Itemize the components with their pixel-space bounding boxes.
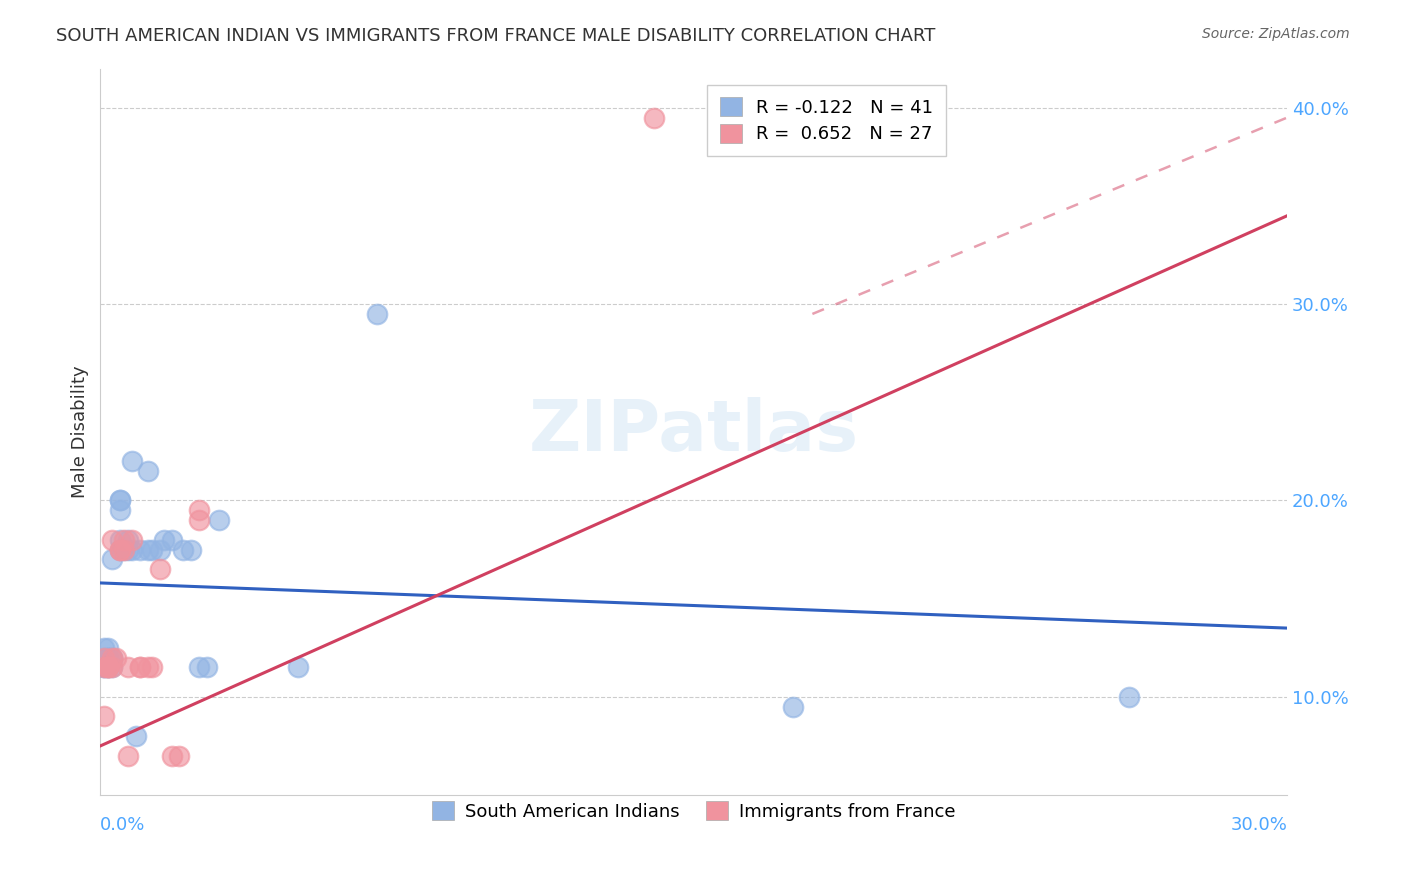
Point <box>93 660 115 674</box>
Text: 30.0%: 30.0% <box>1230 816 1286 834</box>
Point <box>782 699 804 714</box>
Point <box>93 650 115 665</box>
Point <box>112 542 135 557</box>
Point <box>97 650 120 665</box>
Point <box>97 660 120 674</box>
Point <box>105 650 128 665</box>
Point <box>129 660 152 674</box>
Point <box>121 533 143 547</box>
Point <box>160 748 183 763</box>
Text: ZIPatlas: ZIPatlas <box>529 397 859 467</box>
Point <box>93 640 115 655</box>
Point <box>112 533 135 547</box>
Text: Source: ZipAtlas.com: Source: ZipAtlas.com <box>1202 27 1350 41</box>
Point <box>108 542 131 557</box>
Point <box>129 542 152 557</box>
Point <box>101 650 124 665</box>
Point <box>97 660 120 674</box>
Point <box>97 650 120 665</box>
Point <box>117 542 139 557</box>
Point <box>101 533 124 547</box>
Point <box>141 542 163 557</box>
Point <box>121 454 143 468</box>
Point <box>169 748 191 763</box>
Point <box>97 650 120 665</box>
Point <box>1118 690 1140 704</box>
Point <box>93 660 115 674</box>
Point <box>101 660 124 674</box>
Point <box>125 729 148 743</box>
Text: 0.0%: 0.0% <box>100 816 146 834</box>
Point <box>97 660 120 674</box>
Point <box>108 542 131 557</box>
Point <box>117 660 139 674</box>
Point <box>172 542 194 557</box>
Point <box>97 660 120 674</box>
Point <box>101 650 124 665</box>
Point <box>129 660 152 674</box>
Point <box>287 660 309 674</box>
Point <box>188 513 211 527</box>
Point <box>188 503 211 517</box>
Point <box>180 542 202 557</box>
Point <box>112 542 135 557</box>
Point <box>108 503 131 517</box>
Point <box>108 493 131 508</box>
Point <box>136 542 159 557</box>
Point <box>149 542 172 557</box>
Point <box>643 111 665 125</box>
Point <box>93 660 115 674</box>
Point <box>117 533 139 547</box>
Point <box>108 493 131 508</box>
Point <box>93 709 115 723</box>
Point <box>366 307 388 321</box>
Point <box>136 660 159 674</box>
Point <box>101 660 124 674</box>
Point <box>149 562 172 576</box>
Point <box>117 748 139 763</box>
Point <box>136 464 159 478</box>
Point <box>195 660 218 674</box>
Point <box>152 533 174 547</box>
Y-axis label: Male Disability: Male Disability <box>72 366 89 498</box>
Point <box>97 640 120 655</box>
Point <box>208 513 231 527</box>
Point <box>101 552 124 566</box>
Point <box>97 660 120 674</box>
Point <box>108 542 131 557</box>
Legend: South American Indians, Immigrants from France: South American Indians, Immigrants from … <box>423 792 965 830</box>
Point <box>188 660 211 674</box>
Point <box>93 650 115 665</box>
Point <box>160 533 183 547</box>
Point <box>121 542 143 557</box>
Point <box>101 650 124 665</box>
Point <box>141 660 163 674</box>
Point <box>108 533 131 547</box>
Text: SOUTH AMERICAN INDIAN VS IMMIGRANTS FROM FRANCE MALE DISABILITY CORRELATION CHAR: SOUTH AMERICAN INDIAN VS IMMIGRANTS FROM… <box>56 27 935 45</box>
